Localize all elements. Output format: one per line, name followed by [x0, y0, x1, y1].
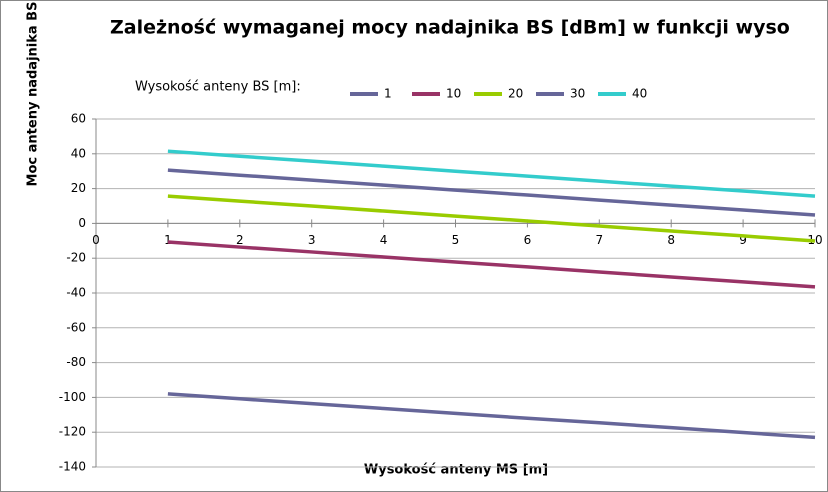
y-tick-label: -60 — [66, 320, 86, 334]
y-axis-label: Moc anteny nadajnika BS — [26, 2, 41, 187]
series-line — [167, 240, 816, 289]
chart-title: Zależność wymaganej mocy nadajnika BS [d… — [110, 17, 790, 39]
series-line — [167, 168, 816, 217]
x-tick-label: 3 — [308, 233, 316, 247]
x-tick-label: 9 — [739, 233, 747, 247]
series-line — [167, 194, 816, 243]
y-tick-label: 40 — [71, 146, 86, 160]
x-tick-label: 5 — [452, 233, 460, 247]
legend-label: 20 — [508, 87, 523, 101]
y-tick-label: -80 — [66, 355, 86, 369]
legend-label: 30 — [570, 87, 585, 101]
legend-title: Wysokość anteny BS [m]: — [135, 80, 301, 95]
y-tick-label: -100 — [59, 390, 86, 404]
y-tick-label: 20 — [71, 181, 86, 195]
x-axis-label: Wysokość anteny MS [m] — [364, 463, 548, 478]
series-line — [167, 392, 816, 440]
y-tick-label: -20 — [66, 251, 86, 265]
x-tick-label: 6 — [524, 233, 532, 247]
y-tick-label: -120 — [59, 425, 86, 439]
x-tick-label: 1 — [164, 233, 172, 247]
x-tick-label: 0 — [92, 233, 100, 247]
y-tick-label: -40 — [66, 286, 86, 300]
x-tick-label: 7 — [595, 233, 603, 247]
legend-label: 10 — [446, 87, 461, 101]
legend-label: 1 — [384, 87, 392, 101]
x-tick-label: 8 — [667, 233, 675, 247]
legend-label: 40 — [632, 87, 647, 101]
x-tick-label: 4 — [380, 233, 388, 247]
y-tick-label: -140 — [59, 460, 86, 474]
x-tick-label: 2 — [236, 233, 244, 247]
y-tick-label: 0 — [78, 216, 86, 230]
y-tick-label: 60 — [71, 112, 86, 126]
series-line — [167, 149, 816, 198]
